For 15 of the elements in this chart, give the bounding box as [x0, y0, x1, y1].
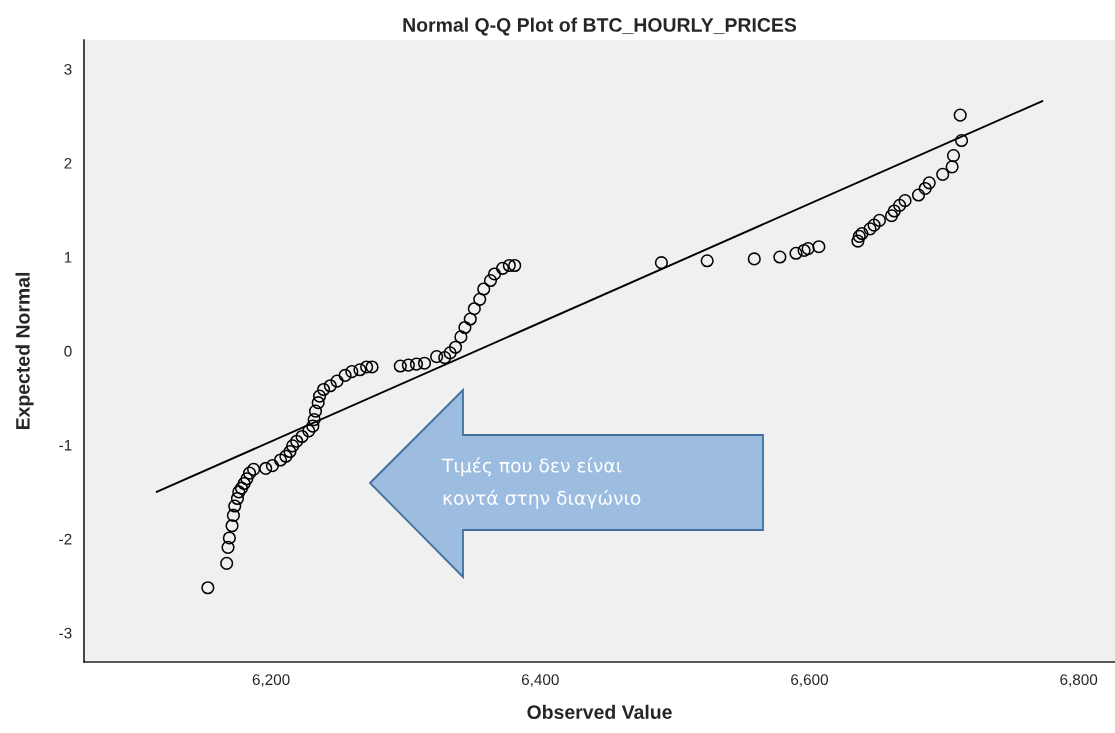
x-tick-label: 6,800 — [1060, 674, 1098, 687]
y-tick-label: 3 — [64, 63, 72, 75]
y-tick-label: -3 — [59, 627, 72, 639]
y-tick-label: -2 — [59, 533, 72, 545]
chart-title: Normal Q-Q Plot of BTC_HOURLY_PRICES — [403, 17, 797, 36]
y-tick-label: -1 — [59, 439, 72, 451]
y-tick-label: 1 — [64, 252, 72, 263]
x-tick-label: 6,600 — [791, 674, 828, 687]
x-tick-label: 6,200 — [252, 674, 290, 687]
annotation: Τιμές που δεν είναι κοντά στην διαγώνιο — [441, 457, 641, 509]
y-tick-label: 2 — [64, 157, 72, 169]
y-tick-label: 0 — [64, 345, 72, 357]
y-axis-title: Expected Normal — [15, 272, 34, 430]
x-axis-title: Observed Value — [527, 704, 672, 719]
x-tick-label: 6,400 — [521, 674, 559, 687]
